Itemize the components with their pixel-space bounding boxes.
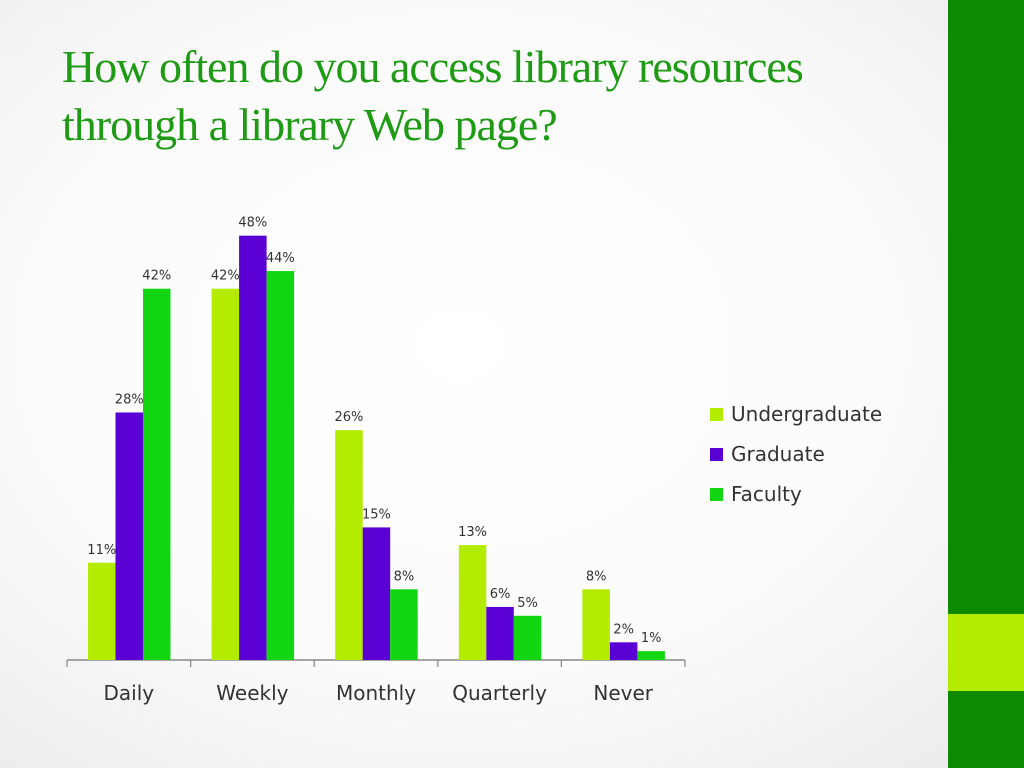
data-label: 48% — [238, 216, 267, 231]
bar-undergraduate-weekly — [211, 288, 240, 660]
x-tick-label: Daily — [103, 681, 154, 705]
bar-graduate-quarterly — [486, 606, 514, 660]
data-label: 2% — [613, 622, 634, 637]
slide-title: How often do you access library resource… — [62, 41, 804, 150]
bar-graduate-weekly — [239, 235, 267, 660]
legend-swatch — [710, 407, 723, 421]
data-label: 5% — [517, 596, 538, 611]
decorative-side-bar — [948, 0, 1024, 768]
bar-undergraduate-quarterly — [458, 545, 487, 660]
legend-label: Undergraduate — [731, 402, 883, 426]
legend-item-undergraduate: Undergraduate — [710, 394, 882, 434]
chart-legend: Undergraduate Graduate Faculty — [710, 394, 882, 514]
x-tick-label: Quarterly — [452, 681, 547, 705]
x-tick-label: Weekly — [216, 681, 288, 705]
legend-swatch — [710, 487, 723, 501]
x-tick-label: Monthly — [336, 681, 416, 705]
data-label: 6% — [490, 587, 511, 602]
data-label: 26% — [334, 410, 363, 425]
legend-label: Faculty — [731, 482, 802, 506]
side-bar-dark-top — [948, 0, 1024, 614]
bar-faculty-never — [637, 651, 665, 660]
legend-item-faculty: Faculty — [710, 474, 882, 514]
data-label: 28% — [115, 392, 144, 407]
data-label: 13% — [458, 525, 487, 540]
bar-faculty-monthly — [390, 589, 418, 660]
bar-undergraduate-daily — [88, 562, 116, 660]
x-tick-label: Never — [593, 681, 653, 705]
data-label: 15% — [362, 507, 391, 522]
data-label: 42% — [142, 269, 171, 284]
data-label: 11% — [87, 543, 116, 558]
data-label: 1% — [641, 631, 662, 646]
side-bar-light-accent — [948, 614, 1024, 691]
legend-label: Graduate — [731, 442, 825, 466]
side-bar-dark-bottom — [948, 691, 1024, 768]
bar-undergraduate-monthly — [335, 430, 363, 660]
data-label: 8% — [394, 569, 415, 584]
bar-faculty-quarterly — [513, 615, 542, 660]
bar-graduate-monthly — [362, 527, 391, 660]
bar-undergraduate-never — [582, 589, 610, 660]
bar-faculty-weekly — [266, 271, 295, 660]
data-label: 44% — [266, 251, 295, 266]
data-label: 42% — [211, 269, 240, 284]
bar-graduate-never — [609, 642, 638, 660]
bar-chart: 11% 28% 42% Daily 42% 48% 44% Weekly 26% 15% 8% Mon… — [66, 216, 686, 705]
bar-graduate-daily — [115, 412, 143, 660]
legend-swatch — [710, 447, 723, 461]
legend-item-graduate: Graduate — [710, 434, 882, 474]
data-label: 8% — [586, 569, 607, 584]
bar-faculty-daily — [143, 288, 171, 660]
